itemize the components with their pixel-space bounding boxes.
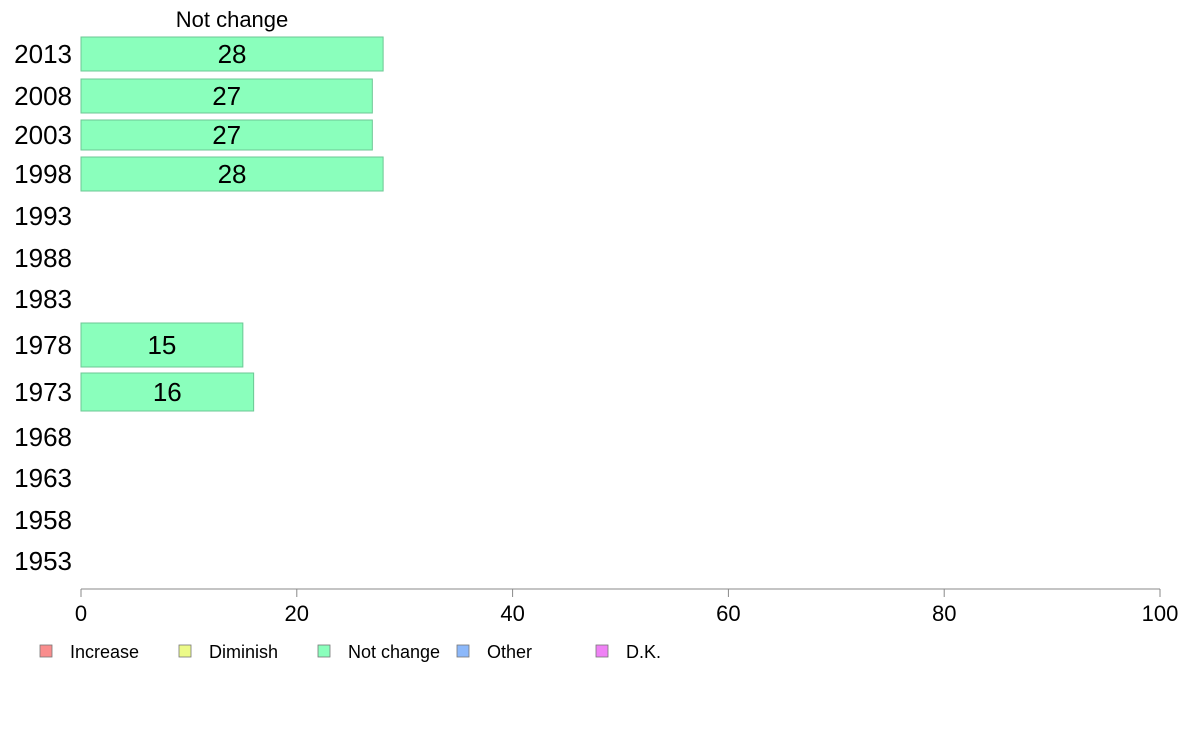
legend-swatch <box>39 644 53 658</box>
legend-label: Other <box>487 642 532 662</box>
x-tick-label: 60 <box>716 601 740 626</box>
x-tick-label: 20 <box>285 601 309 626</box>
bar-value-label: 27 <box>212 120 241 150</box>
x-tick-label: 100 <box>1142 601 1179 626</box>
category-label: 1973 <box>14 377 72 407</box>
bar <box>80 322 244 368</box>
bar-value-label: 28 <box>218 39 247 69</box>
category-label: 1983 <box>14 284 72 314</box>
category-label: 2003 <box>14 120 72 150</box>
x-tick-label: 0 <box>75 601 87 626</box>
legend-label: D.K. <box>626 642 661 662</box>
bar <box>80 36 384 72</box>
category-label: 1993 <box>14 201 72 231</box>
category-label: 1998 <box>14 159 72 189</box>
bar <box>80 78 373 114</box>
legend-label: Diminish <box>209 642 278 662</box>
legend-swatch <box>317 644 331 658</box>
legend-swatch <box>595 644 609 658</box>
category-label: 2008 <box>14 81 72 111</box>
x-tick-label: 80 <box>932 601 956 626</box>
bar <box>80 156 384 192</box>
category-label: 2013 <box>14 39 72 69</box>
bar-value-label: 15 <box>147 330 176 360</box>
category-label: 1978 <box>14 330 72 360</box>
category-label: 1988 <box>14 243 72 273</box>
category-label: 1968 <box>14 422 72 452</box>
bar-group: 2013 28 2008 27 2003 27 1998 28 1993 1988 1983 1978… <box>14 36 384 576</box>
legend-label: Not change <box>348 642 440 662</box>
bar <box>80 119 373 151</box>
legend-label: Increase <box>70 642 139 662</box>
bar <box>80 372 255 412</box>
legend-swatch <box>456 644 470 658</box>
category-label: 1963 <box>14 463 72 493</box>
category-label: 1958 <box>14 505 72 535</box>
x-axis: 0 20 40 60 80 100 <box>75 588 1179 626</box>
x-tick-label: 40 <box>500 601 524 626</box>
category-label: 1953 <box>14 546 72 576</box>
panel-title: Not change <box>176 7 289 32</box>
bar-value-label: 28 <box>218 159 247 189</box>
bar-value-label: 16 <box>153 377 182 407</box>
bar-value-label: 27 <box>212 81 241 111</box>
legend-swatch <box>178 644 192 658</box>
legend: Increase Diminish Not change Other D.K. <box>39 642 661 662</box>
